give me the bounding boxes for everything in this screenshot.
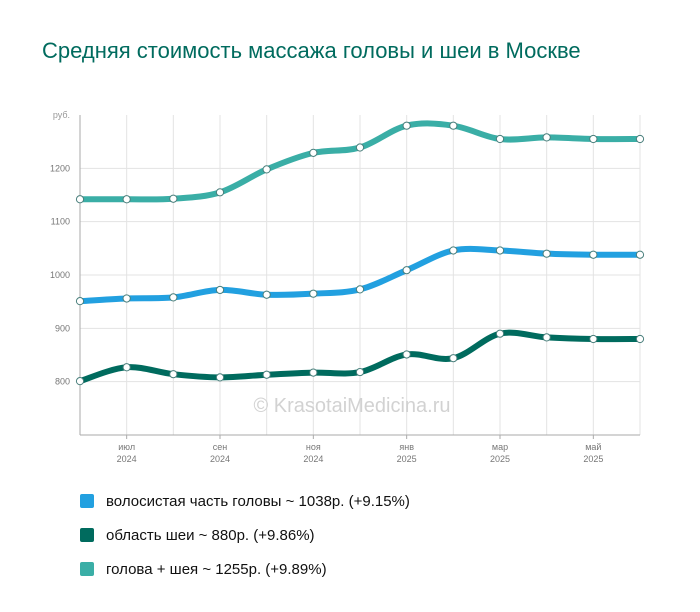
data-point <box>589 334 598 344</box>
x-tick-label-year: 2025 <box>397 454 417 464</box>
data-point <box>75 195 85 204</box>
data-point <box>262 165 271 174</box>
x-tick-label-year: 2025 <box>490 454 510 464</box>
x-tick-label-month: ноя <box>306 442 321 452</box>
watermark: © KrasotaiMedicina.ru <box>253 395 450 417</box>
data-point <box>355 367 365 377</box>
grid <box>79 115 641 435</box>
data-point <box>169 370 178 379</box>
axes: 800 900 1000 1100 1200 руб. июл 2024 сен 2024 ноя 2… <box>50 110 640 464</box>
y-tick-label: 1100 <box>51 217 70 227</box>
legend-swatch <box>80 528 94 542</box>
data-point <box>589 250 598 259</box>
data-point <box>402 266 411 275</box>
y-tick-label: 1000 <box>50 270 70 280</box>
x-tick-label-year: 2024 <box>210 454 230 464</box>
data-point <box>495 134 505 144</box>
data-point <box>309 368 318 377</box>
legend-item-head-neck[interactable]: голова + шея ~ 1255р. (+9.89%) <box>80 552 410 586</box>
data-point <box>262 290 271 299</box>
data-point <box>262 370 271 379</box>
data-point <box>449 246 458 255</box>
data-point <box>122 294 131 303</box>
x-tick-label-year: 2024 <box>303 454 323 464</box>
legend-item-neck[interactable]: область шеи ~ 880р. (+9.86%) <box>80 518 410 552</box>
x-tick-label-month: сен <box>213 442 228 452</box>
x-tick-label-month: май <box>585 442 601 452</box>
data-point <box>169 293 178 302</box>
data-point <box>355 285 365 294</box>
data-point <box>635 334 645 344</box>
data-point <box>215 188 225 197</box>
data-point <box>495 246 505 255</box>
legend-swatch <box>80 562 94 576</box>
legend-item-scalp[interactable]: волосистая часть головы ~ 1038р. (+9.15%… <box>80 484 410 518</box>
legend-swatch <box>80 494 94 508</box>
data-point <box>122 195 131 204</box>
legend-label: голова + шея ~ 1255р. (+9.89%) <box>106 560 327 578</box>
legend-label: волосистая часть головы ~ 1038р. (+9.15%… <box>106 492 410 510</box>
data-point <box>542 249 551 258</box>
x-tick-label-month: июл <box>118 442 135 452</box>
y-tick-label: 1200 <box>50 163 70 173</box>
data-point <box>355 143 365 152</box>
series-points <box>75 121 645 386</box>
data-point <box>495 329 505 338</box>
y-tick-label: 900 <box>55 323 70 333</box>
data-point <box>402 350 411 359</box>
x-tick-label-year: 2025 <box>583 454 603 464</box>
data-point <box>309 148 318 157</box>
x-tick-label-month: мар <box>492 442 508 452</box>
data-point <box>635 250 645 259</box>
chart-title: Средняя стоимость массажа головы и шеи в… <box>42 38 581 63</box>
x-tick-label-year: 2024 <box>117 454 137 464</box>
legend: волосистая часть головы ~ 1038р. (+9.15%… <box>80 484 410 586</box>
data-point <box>215 373 225 382</box>
x-tick-label-month: янв <box>399 442 414 452</box>
data-point <box>215 285 225 295</box>
data-point <box>75 297 85 306</box>
data-point <box>542 133 551 142</box>
data-point <box>169 194 178 203</box>
data-point <box>589 134 598 144</box>
data-point <box>542 333 551 342</box>
y-tick-label: 800 <box>55 377 70 387</box>
data-point <box>122 363 131 372</box>
data-point <box>402 121 411 130</box>
y-axis-unit: руб. <box>53 110 70 120</box>
legend-label: область шеи ~ 880р. (+9.86%) <box>106 526 315 544</box>
data-point <box>449 354 458 363</box>
data-point <box>75 377 85 386</box>
data-point <box>309 289 318 298</box>
data-point <box>635 134 645 144</box>
data-point <box>449 121 458 130</box>
